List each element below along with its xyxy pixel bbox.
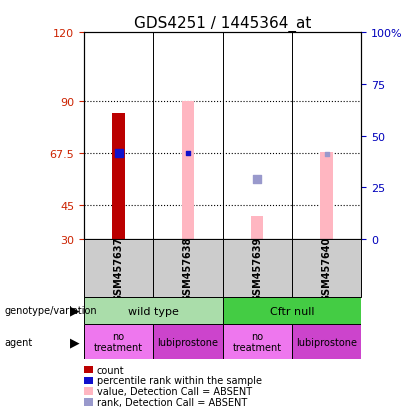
Text: count: count: [97, 365, 124, 375]
Text: GSM457638: GSM457638: [183, 236, 193, 301]
Text: ▶: ▶: [70, 335, 80, 349]
Point: [115, 150, 122, 157]
Bar: [84, 297, 223, 324]
Bar: [223, 297, 361, 324]
Bar: [292, 240, 361, 297]
Bar: [292, 324, 361, 359]
Bar: [84, 324, 153, 359]
Text: agent: agent: [4, 337, 32, 347]
Bar: [153, 324, 223, 359]
Text: GSM457640: GSM457640: [322, 236, 331, 301]
Point: [323, 151, 330, 158]
Bar: [223, 240, 292, 297]
Title: GDS4251 / 1445364_at: GDS4251 / 1445364_at: [134, 16, 311, 32]
Text: Cftr null: Cftr null: [270, 306, 314, 316]
Bar: [113, 113, 125, 240]
Text: rank, Detection Call = ABSENT: rank, Detection Call = ABSENT: [97, 397, 247, 407]
Text: ▶: ▶: [70, 304, 80, 317]
Text: no
treatment: no treatment: [233, 331, 282, 353]
Bar: [153, 240, 223, 297]
Bar: [223, 324, 292, 359]
Bar: [84, 240, 153, 297]
Text: GSM457639: GSM457639: [252, 236, 262, 301]
Text: lubiprostone: lubiprostone: [296, 337, 357, 347]
Text: percentile rank within the sample: percentile rank within the sample: [97, 375, 262, 385]
Text: genotype/variation: genotype/variation: [4, 306, 97, 316]
Text: no
treatment: no treatment: [94, 331, 143, 353]
Point: [254, 177, 260, 183]
Text: value, Detection Call = ABSENT: value, Detection Call = ABSENT: [97, 386, 252, 396]
Bar: [182, 102, 194, 240]
Text: GSM457637: GSM457637: [114, 236, 123, 301]
Text: wild type: wild type: [128, 306, 179, 316]
Text: lubiprostone: lubiprostone: [158, 337, 218, 347]
Bar: [320, 152, 333, 240]
Bar: [251, 216, 263, 240]
Point: [185, 150, 192, 157]
